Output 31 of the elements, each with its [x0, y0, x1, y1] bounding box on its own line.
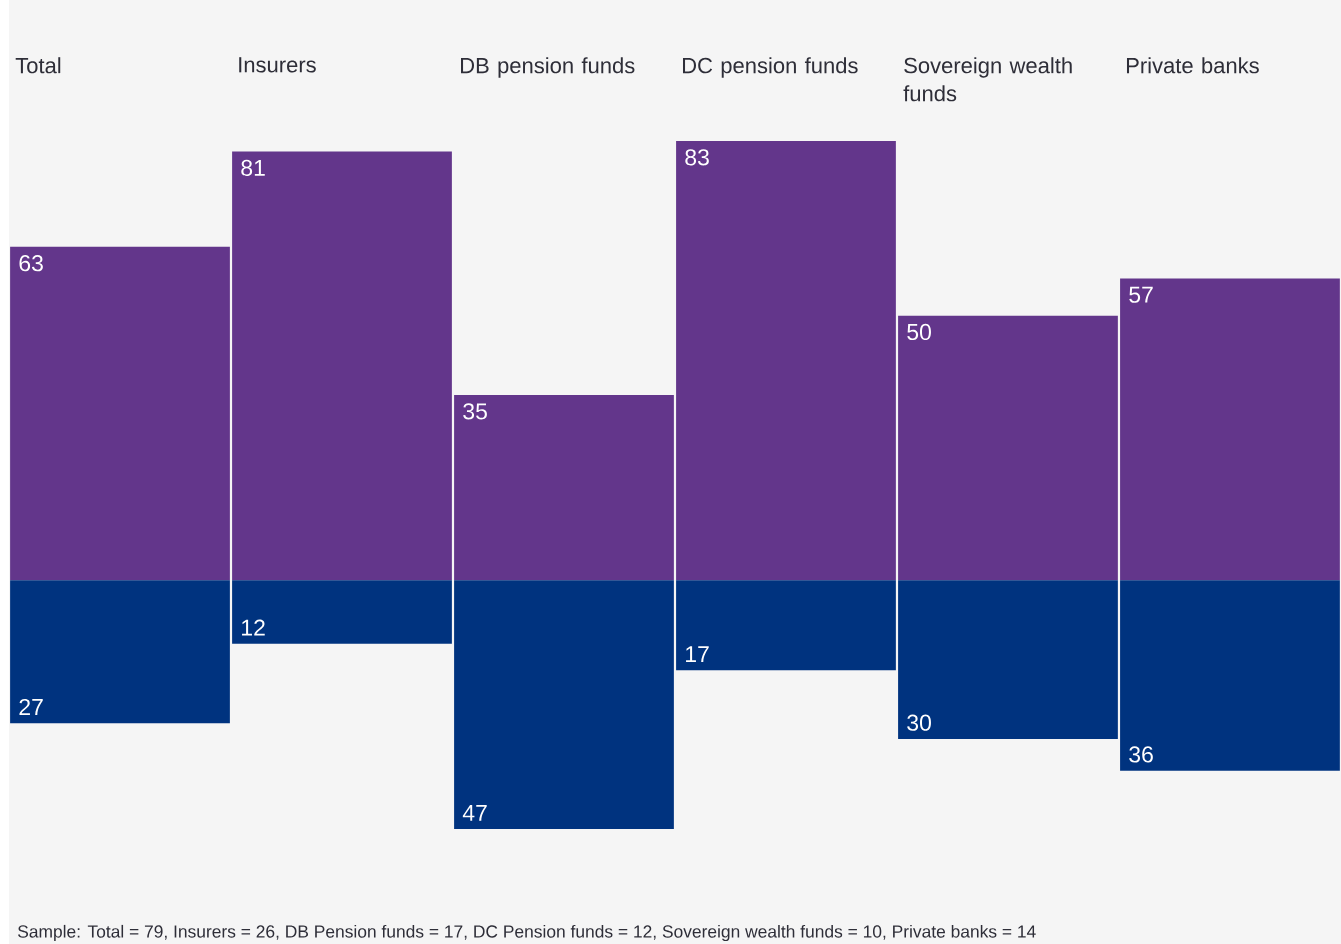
annotation: 30 [907, 714, 931, 731]
annotation: 36 [1129, 746, 1153, 763]
data-label: 57 [1129, 286, 1153, 303]
bar [232, 151, 452, 581]
x-tick-label: DC pension funds [683, 57, 858, 78]
data-label: 35 [463, 403, 487, 420]
text: Sample: Total = 79, Insurers = 26, DB Pension funds = 17, DC Pension funds = 12, Sovereign wealth funds = 10, Private banks = 14 [18, 924, 1036, 942]
data-label: 81 [241, 159, 265, 177]
bar [1120, 580, 1340, 771]
bar [676, 580, 896, 671]
bar [10, 246, 230, 581]
x-tick-label: Sovereign wealth funds [903, 57, 1072, 102]
bar [1120, 278, 1340, 581]
bar [10, 580, 230, 724]
x-tick-label: Insurers [239, 57, 316, 73]
bar [454, 580, 674, 829]
annotation: 12 [242, 619, 265, 636]
bar [454, 395, 674, 581]
x-tick-label: DB pension funds [461, 57, 635, 78]
data-label: 83 [685, 149, 709, 166]
bar [232, 580, 452, 644]
x-tick-label: Private banks [1126, 57, 1259, 74]
bar [898, 315, 1118, 581]
data-label: 63 [19, 255, 43, 272]
x-tick-label: Total [15, 57, 61, 74]
annotation: 27 [19, 698, 43, 715]
annotation: 47 [462, 804, 487, 821]
annotation: 17 [686, 646, 709, 663]
bar [676, 140, 896, 581]
bar [898, 580, 1118, 740]
data-label: 50 [907, 323, 931, 341]
